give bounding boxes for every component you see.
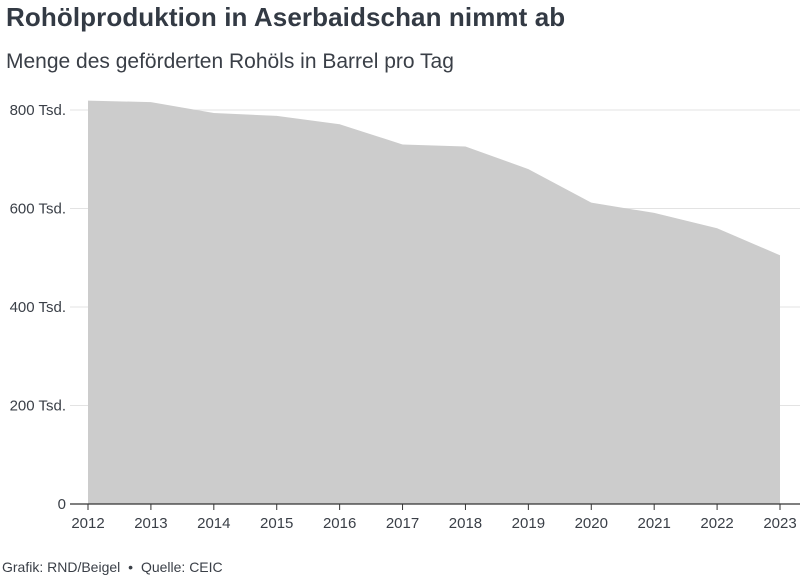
y-tick-label: 800 Tsd. xyxy=(10,102,66,119)
chart-footer: Grafik: RND/Beigel • Quelle: CEIC xyxy=(2,559,223,575)
x-tick-label: 2017 xyxy=(386,515,419,532)
footer-separator: • xyxy=(128,559,134,575)
x-tick-label: 2014 xyxy=(197,515,230,532)
y-tick-label: 0 xyxy=(58,496,66,513)
y-tick-label: 600 Tsd. xyxy=(10,201,66,218)
chart-subtitle: Menge des geförderten Rohöls in Barrel p… xyxy=(6,50,454,73)
y-tick-label: 400 Tsd. xyxy=(10,299,66,316)
source-text: Quelle: CEIC xyxy=(140,559,223,575)
x-tick-label: 2018 xyxy=(449,515,482,532)
x-tick-label: 2015 xyxy=(260,515,293,532)
chart-title: Rohölproduktion in Aserbaidschan nimmt a… xyxy=(6,2,566,32)
area-series xyxy=(88,100,780,504)
y-tick-label: 200 Tsd. xyxy=(10,398,66,415)
x-tick-label: 2012 xyxy=(71,515,104,532)
x-tick-label: 2020 xyxy=(575,515,608,532)
x-tick-label: 2013 xyxy=(134,515,167,532)
credit-text: Grafik: RND/Beigel xyxy=(2,559,121,575)
x-tick-label: 2023 xyxy=(763,515,796,532)
x-tick-label: 2016 xyxy=(323,515,356,532)
x-tick-label: 2021 xyxy=(637,515,670,532)
x-tick-label: 2019 xyxy=(512,515,545,532)
x-tick-label: 2022 xyxy=(700,515,733,532)
